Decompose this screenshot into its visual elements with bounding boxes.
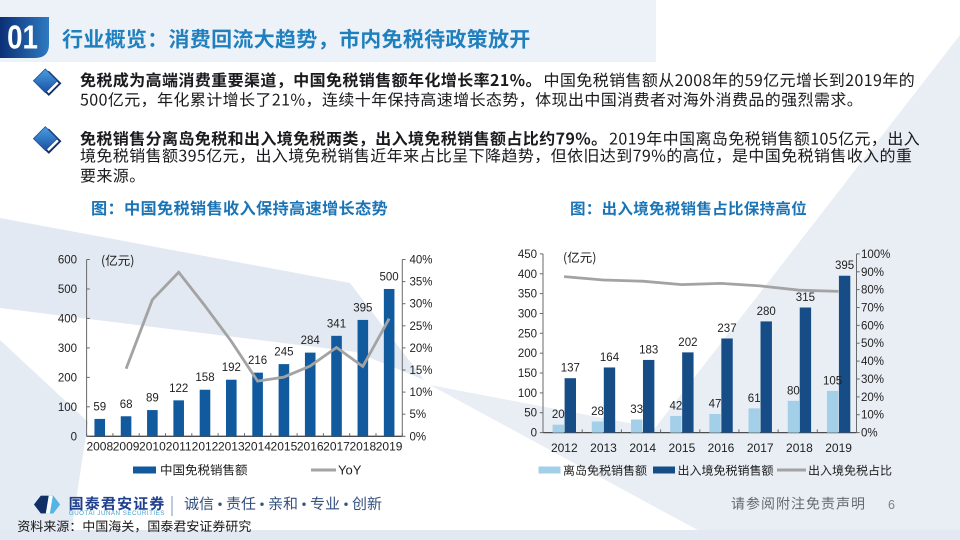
svg-text:33: 33 — [630, 404, 643, 416]
svg-text:600: 600 — [58, 255, 77, 267]
svg-text:200: 200 — [58, 372, 77, 384]
svg-text:0%: 0% — [861, 428, 878, 440]
svg-text:YoY: YoY — [338, 463, 362, 478]
svg-text:2009: 2009 — [113, 440, 140, 454]
svg-text:5%: 5% — [410, 409, 427, 421]
svg-text:28: 28 — [591, 406, 604, 418]
svg-text:105: 105 — [823, 375, 842, 387]
svg-text:0%: 0% — [410, 431, 427, 443]
svg-text:6: 6 — [888, 498, 895, 512]
svg-text:2014: 2014 — [244, 440, 271, 454]
svg-text:450: 450 — [518, 249, 537, 261]
svg-text:2018: 2018 — [349, 440, 376, 454]
svg-text:10%: 10% — [410, 387, 433, 399]
svg-text:395: 395 — [353, 302, 372, 314]
svg-text:2016: 2016 — [297, 440, 324, 454]
svg-text:300: 300 — [518, 309, 537, 321]
svg-text:60%: 60% — [861, 320, 884, 332]
svg-text:59: 59 — [93, 401, 106, 413]
svg-text:395: 395 — [835, 260, 854, 272]
svg-text:30%: 30% — [861, 374, 884, 386]
svg-text:237: 237 — [717, 323, 736, 335]
svg-text:61: 61 — [748, 393, 761, 405]
svg-text:2018: 2018 — [786, 441, 813, 455]
svg-text:2013: 2013 — [218, 440, 245, 454]
svg-text:2017: 2017 — [747, 441, 774, 455]
svg-text:70%: 70% — [861, 303, 884, 315]
svg-text:250: 250 — [518, 328, 537, 340]
svg-text:35%: 35% — [410, 277, 433, 289]
svg-text:100: 100 — [58, 402, 77, 414]
svg-text:0: 0 — [531, 428, 537, 440]
svg-text:50%: 50% — [861, 338, 884, 350]
svg-text:2008: 2008 — [86, 440, 113, 454]
svg-text:300: 300 — [58, 343, 77, 355]
svg-text:80: 80 — [787, 385, 800, 397]
svg-text:245: 245 — [274, 347, 293, 359]
svg-text:2013: 2013 — [590, 441, 617, 455]
svg-text:2011: 2011 — [166, 440, 192, 454]
svg-text:2014: 2014 — [629, 441, 656, 455]
svg-text:90%: 90% — [861, 267, 884, 279]
svg-text:150: 150 — [518, 368, 537, 380]
svg-text:122: 122 — [169, 383, 188, 395]
svg-text:280: 280 — [757, 306, 776, 318]
svg-text:50: 50 — [524, 408, 537, 420]
svg-text:183: 183 — [639, 344, 658, 356]
svg-text:42: 42 — [670, 400, 683, 412]
svg-text:500: 500 — [380, 272, 399, 284]
svg-text:100: 100 — [518, 388, 537, 400]
svg-text:30%: 30% — [410, 299, 433, 311]
svg-text:2012: 2012 — [551, 441, 578, 455]
svg-text:400: 400 — [58, 313, 77, 325]
svg-text:89: 89 — [146, 393, 159, 405]
svg-text:2019: 2019 — [376, 440, 403, 454]
svg-text:40%: 40% — [861, 356, 884, 368]
svg-text:100%: 100% — [861, 249, 890, 261]
svg-text:315: 315 — [796, 292, 815, 304]
svg-text:0: 0 — [71, 431, 77, 443]
svg-text:400: 400 — [518, 269, 537, 281]
svg-text:01: 01 — [7, 19, 38, 56]
svg-text:2019: 2019 — [825, 441, 852, 455]
svg-text:40%: 40% — [410, 255, 433, 267]
svg-text:137: 137 — [561, 363, 580, 375]
svg-text:192: 192 — [222, 362, 241, 374]
svg-text:216: 216 — [248, 355, 267, 367]
svg-text:2015: 2015 — [669, 441, 696, 455]
svg-text:284: 284 — [301, 335, 321, 347]
svg-text:164: 164 — [600, 352, 620, 364]
svg-text:200: 200 — [518, 348, 537, 360]
svg-text:2010: 2010 — [139, 440, 166, 454]
svg-text:25%: 25% — [410, 321, 433, 333]
svg-text:202: 202 — [678, 337, 697, 349]
svg-text:2016: 2016 — [708, 441, 735, 455]
svg-text:500: 500 — [58, 284, 77, 296]
svg-text:10%: 10% — [861, 410, 884, 422]
svg-text:68: 68 — [120, 399, 133, 411]
svg-text:15%: 15% — [410, 365, 433, 377]
svg-text:350: 350 — [518, 289, 537, 301]
svg-text:80%: 80% — [861, 285, 884, 297]
svg-text:GUOTAI JUNAN SECURITIES: GUOTAI JUNAN SECURITIES — [69, 510, 165, 517]
svg-text:2012: 2012 — [192, 440, 219, 454]
svg-text:2017: 2017 — [323, 440, 350, 454]
svg-text:2015: 2015 — [271, 440, 298, 454]
svg-text:20%: 20% — [410, 343, 433, 355]
svg-text:47: 47 — [709, 398, 722, 410]
svg-text:20: 20 — [552, 409, 565, 421]
svg-text:158: 158 — [195, 372, 214, 384]
svg-text:20%: 20% — [861, 392, 884, 404]
svg-text:341: 341 — [327, 318, 346, 330]
